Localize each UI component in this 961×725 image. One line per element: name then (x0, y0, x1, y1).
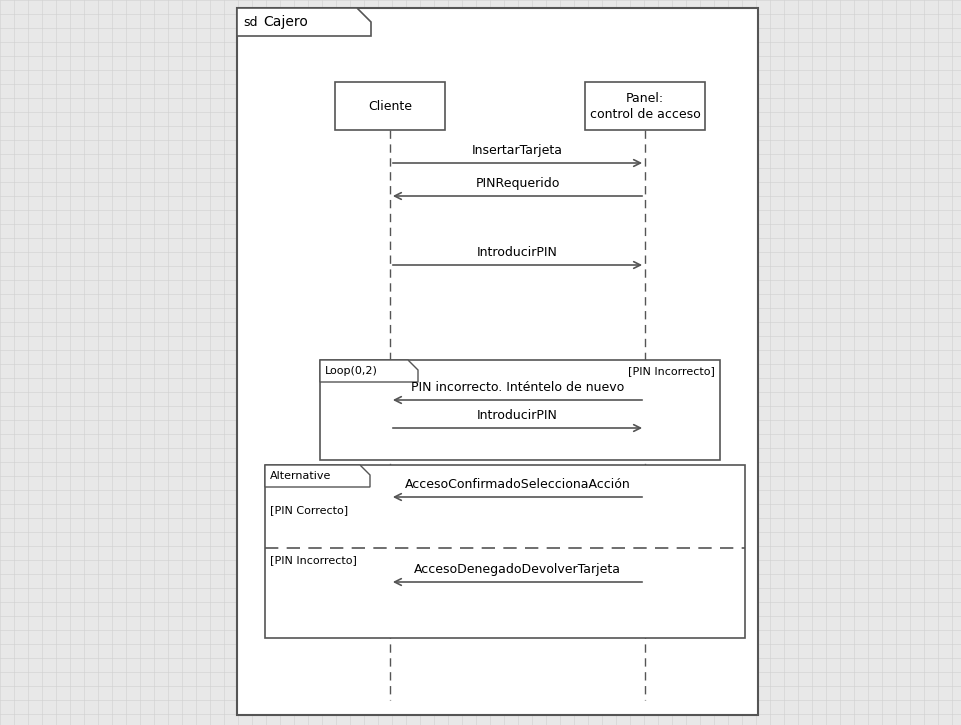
Text: [PIN Correcto]: [PIN Correcto] (270, 505, 348, 515)
Text: Cajero: Cajero (262, 15, 308, 29)
Text: PINRequerido: PINRequerido (475, 177, 559, 190)
Text: Loop(0,2): Loop(0,2) (325, 366, 378, 376)
Text: InsertarTarjeta: InsertarTarjeta (472, 144, 562, 157)
Text: Cliente: Cliente (368, 99, 411, 112)
Bar (584, 82, 704, 130)
Text: AccesoDenegadoDevolverTarjeta: AccesoDenegadoDevolverTarjeta (413, 563, 621, 576)
Bar (320, 360, 719, 460)
Bar (334, 82, 445, 130)
Bar (236, 8, 757, 715)
Polygon shape (320, 360, 418, 382)
Text: PIN incorrecto. Inténtelo de nuevo: PIN incorrecto. Inténtelo de nuevo (410, 381, 624, 394)
Polygon shape (236, 8, 371, 36)
Polygon shape (264, 465, 370, 487)
Text: AccesoConfirmadoSeleccionaAcción: AccesoConfirmadoSeleccionaAcción (405, 478, 629, 491)
Text: IntroducirPIN: IntroducirPIN (477, 246, 557, 259)
Text: IntroducirPIN: IntroducirPIN (477, 409, 557, 422)
Text: Panel:
control de acceso: Panel: control de acceso (589, 91, 700, 120)
Text: Alternative: Alternative (270, 471, 331, 481)
Text: [PIN Incorrecto]: [PIN Incorrecto] (270, 555, 357, 565)
Text: sd: sd (243, 15, 258, 28)
Text: [PIN Incorrecto]: [PIN Incorrecto] (628, 366, 714, 376)
Bar (264, 465, 744, 638)
